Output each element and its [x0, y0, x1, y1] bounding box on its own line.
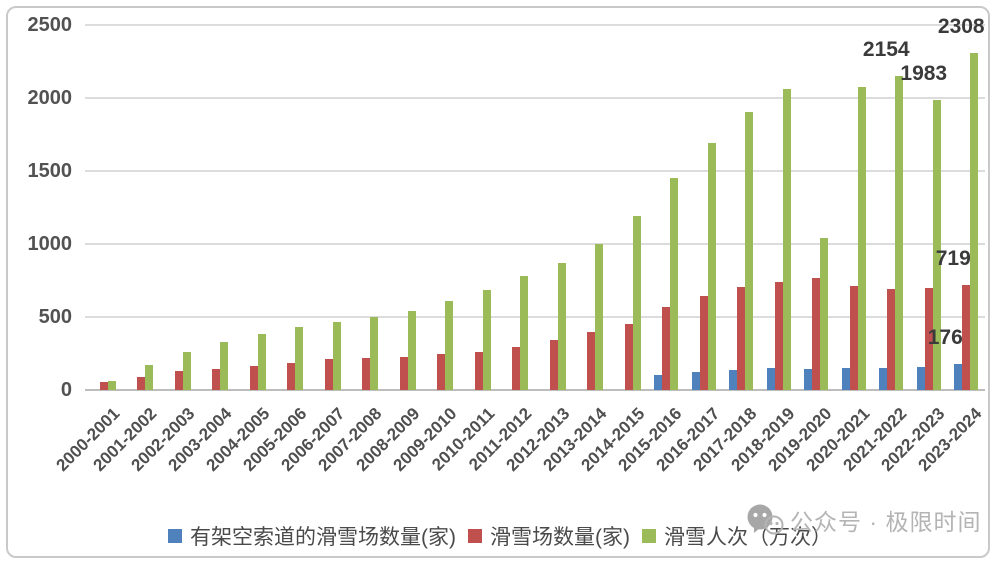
- bar-visits-2018-2019: [782, 89, 791, 390]
- bar-visits-2014-2015: [632, 215, 641, 390]
- bar-ropeway-2022-2023: [916, 366, 925, 390]
- bar-resorts-2018-2019: [774, 281, 783, 390]
- bar-resorts-2000-2001: [99, 381, 108, 390]
- gridline-2500: [85, 24, 985, 26]
- watermark: 公众号 · 极限时间: [746, 503, 981, 537]
- bar-visits-2023-2024: [970, 53, 979, 390]
- legend-swatch-ropeway: [168, 529, 182, 543]
- bar-visits-2001-2002: [145, 365, 154, 390]
- bar-visits-2012-2013: [557, 263, 566, 390]
- bar-resorts-2002-2003: [174, 371, 183, 390]
- gridline-1500: [85, 170, 985, 172]
- bar-ropeway-2015-2016: [654, 375, 663, 390]
- bar-resorts-2011-2012: [512, 346, 521, 390]
- y-axis-tick-label: 1000: [27, 233, 73, 255]
- legend-item-resorts: 滑雪场数量(家): [468, 521, 630, 551]
- bar-visits-2004-2005: [257, 333, 266, 390]
- legend-item-ropeway: 有架空索道的滑雪场数量(家): [168, 521, 456, 551]
- bar-resorts-2019-2020: [812, 277, 821, 390]
- bar-ropeway-2018-2019: [766, 368, 775, 390]
- bar-visits-2009-2010: [445, 300, 454, 390]
- legend-label-resorts: 滑雪场数量(家): [490, 526, 630, 549]
- bar-resorts-2015-2016: [662, 307, 671, 390]
- bar-resorts-2009-2010: [437, 354, 446, 390]
- bar-resorts-2006-2007: [324, 359, 333, 390]
- bar-visits-2021-2022: [895, 75, 904, 390]
- bar-visits-2008-2009: [407, 311, 416, 390]
- bar-resorts-2016-2017: [699, 295, 708, 390]
- bar-resorts-2017-2018: [737, 287, 746, 390]
- bar-ropeway-2020-2021: [841, 368, 850, 390]
- value-label-visits: 2154: [862, 37, 910, 61]
- bar-resorts-2022-2023: [924, 288, 933, 390]
- bar-resorts-2003-2004: [212, 368, 221, 390]
- bar-visits-2005-2006: [295, 327, 304, 390]
- legend-item-visits: 滑雪人次（万次）: [642, 521, 832, 551]
- bar-resorts-2020-2021: [849, 285, 858, 390]
- gridline-2000: [85, 97, 985, 99]
- bar-visits-2010-2011: [482, 289, 491, 390]
- bar-visits-2006-2007: [332, 321, 341, 390]
- watermark-text: 公众号 · 极限时间: [790, 509, 982, 535]
- bar-resorts-2001-2002: [137, 376, 146, 390]
- bar-resorts-2013-2014: [587, 332, 596, 390]
- chart-legend: 有架空索道的滑雪场数量(家) 滑雪场数量(家) 滑雪人次（万次）: [0, 521, 1000, 551]
- y-axis-tick-label: 1500: [27, 160, 73, 182]
- legend-label-ropeway: 有架空索道的滑雪场数量(家): [190, 526, 456, 549]
- value-label-resorts: 719: [935, 247, 971, 271]
- y-axis-tick-label: 2000: [27, 87, 73, 109]
- bar-visits-2003-2004: [220, 341, 229, 390]
- bar-ropeway-2016-2017: [691, 372, 700, 390]
- bar-visits-2022-2023: [932, 100, 941, 390]
- bar-visits-2017-2018: [745, 111, 754, 390]
- y-axis-tick-label: 0: [60, 379, 72, 401]
- bar-resorts-2007-2008: [362, 357, 371, 390]
- bar-ropeway-2023-2024: [954, 364, 963, 390]
- wechat-official-account-icon: [747, 504, 784, 535]
- y-axis-tick-label: 500: [38, 306, 72, 328]
- bar-resorts-2021-2022: [887, 288, 896, 390]
- gridline-0: [85, 389, 985, 391]
- legend-swatch-resorts: [468, 529, 482, 543]
- bar-resorts-2012-2013: [549, 340, 558, 390]
- bar-ropeway-2017-2018: [729, 369, 738, 390]
- y-axis-tick-label: 2500: [27, 14, 73, 36]
- bar-visits-2011-2012: [520, 276, 529, 390]
- bar-resorts-2023-2024: [962, 285, 971, 390]
- value-label-ropeway: 176: [927, 326, 963, 350]
- bar-resorts-2010-2011: [474, 351, 483, 390]
- bar-visits-2016-2017: [707, 143, 716, 390]
- bar-visits-2002-2003: [182, 352, 191, 390]
- bar-visits-2013-2014: [595, 244, 604, 390]
- bar-visits-2007-2008: [370, 317, 379, 390]
- bar-resorts-2008-2009: [399, 356, 408, 390]
- bar-visits-2019-2020: [820, 238, 829, 390]
- gridline-500: [85, 316, 985, 318]
- bar-resorts-2014-2015: [624, 324, 633, 390]
- bar-ropeway-2021-2022: [879, 367, 888, 390]
- bar-resorts-2005-2006: [287, 362, 296, 390]
- legend-label-visits: 滑雪人次（万次）: [664, 526, 832, 549]
- bar-ropeway-2019-2020: [804, 368, 813, 390]
- value-label-visits: 2308: [937, 15, 985, 39]
- bar-visits-2015-2016: [670, 178, 679, 390]
- bar-resorts-2004-2005: [249, 365, 258, 390]
- bar-visits-2000-2001: [107, 380, 116, 390]
- gridline-1000: [85, 243, 985, 245]
- legend-swatch-visits: [642, 529, 656, 543]
- value-label-visits: 1983: [900, 62, 948, 86]
- bar-visits-2020-2021: [857, 86, 866, 390]
